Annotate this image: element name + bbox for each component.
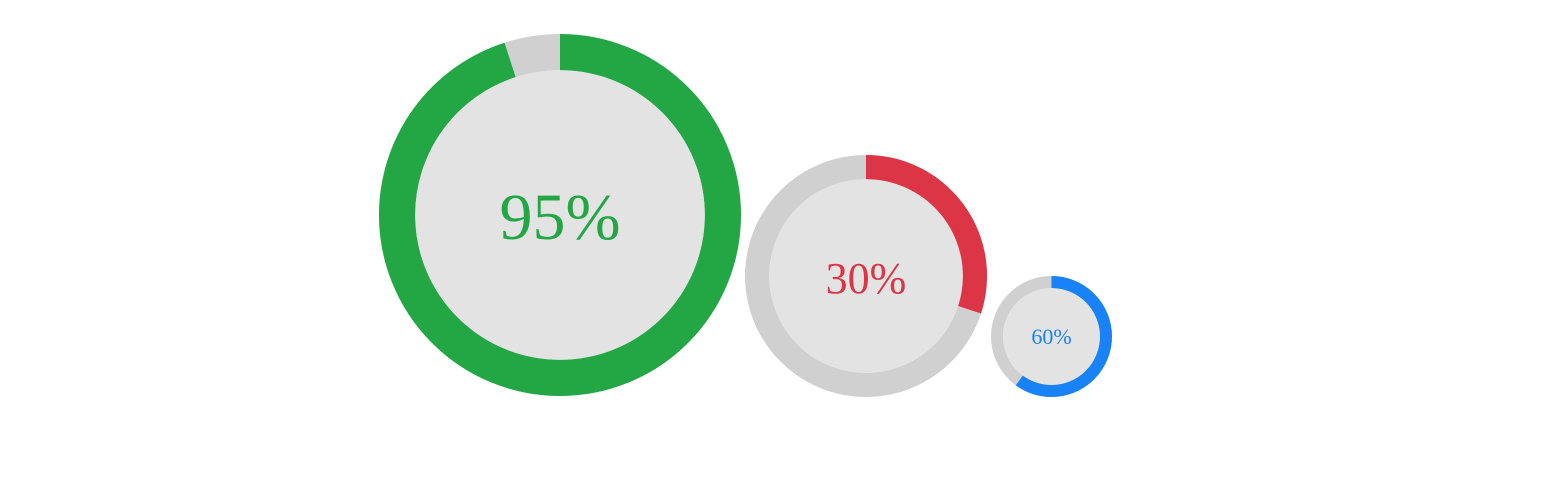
gauge-face — [415, 70, 705, 360]
gauge-ring — [744, 154, 988, 398]
gauge-face — [769, 179, 963, 373]
gauge-ring — [379, 34, 741, 396]
progress-gauge-small: 60% — [990, 275, 1113, 398]
gauge-ring — [990, 275, 1113, 398]
gauge-progress-arc — [744, 154, 988, 398]
gauge-percent-label: 95% — [499, 181, 621, 254]
progress-gauge-medium: 30% — [744, 154, 988, 398]
gauge-percent-label: 60% — [1031, 324, 1072, 349]
gauge-progress-arc — [990, 275, 1113, 398]
gauge-progress-arc — [379, 34, 741, 396]
gauge-face — [1003, 288, 1100, 385]
gauge-percent-label: 30% — [825, 254, 907, 303]
progress-gauge-large: 95% — [379, 34, 741, 396]
